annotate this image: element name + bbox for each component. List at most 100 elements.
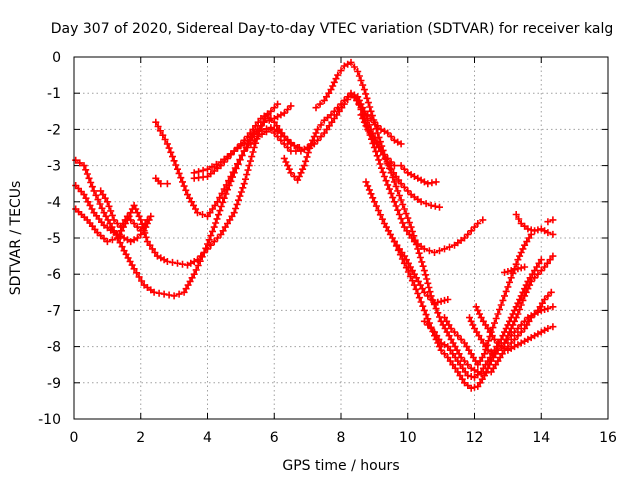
data-point — [329, 82, 337, 90]
data-point — [364, 99, 372, 107]
data-point — [314, 125, 322, 133]
data-point — [467, 227, 475, 235]
data-point — [414, 277, 422, 285]
data-point — [195, 168, 203, 176]
data-point — [214, 198, 221, 206]
data-point — [514, 256, 522, 264]
data-point — [116, 239, 124, 247]
data-point — [84, 198, 92, 206]
data-point — [535, 259, 543, 267]
data-point — [436, 343, 443, 351]
data-point — [224, 220, 231, 227]
data-point — [337, 67, 345, 75]
data-point — [517, 292, 525, 300]
data-point — [501, 292, 508, 300]
data-point — [244, 144, 251, 151]
data-point — [135, 212, 143, 220]
data-point — [435, 335, 443, 343]
data-point — [511, 335, 518, 343]
data-point — [443, 317, 451, 325]
data-point — [287, 102, 295, 110]
data-point — [141, 220, 149, 227]
data-point — [454, 357, 462, 365]
data-point — [488, 332, 496, 340]
data-point — [408, 277, 416, 285]
data-point — [519, 245, 527, 253]
data-point — [496, 306, 503, 313]
data-point — [307, 140, 315, 148]
data-point — [405, 219, 413, 227]
data-point — [404, 268, 412, 276]
data-point — [240, 147, 248, 155]
data-point — [420, 267, 428, 275]
data-point — [471, 383, 478, 391]
data-point — [362, 178, 370, 186]
data-point — [270, 118, 278, 126]
data-point — [502, 287, 510, 295]
data-point — [451, 364, 459, 372]
data-point — [232, 205, 240, 212]
data-point — [132, 205, 140, 213]
data-point — [309, 136, 317, 144]
data-point — [135, 273, 143, 281]
data-point — [117, 223, 125, 231]
data-point — [330, 107, 338, 115]
data-point — [494, 339, 502, 347]
data-point — [170, 292, 178, 300]
data-point — [437, 346, 445, 354]
data-point — [367, 115, 375, 122]
data-point — [549, 216, 557, 224]
data-point — [124, 254, 132, 262]
data-point — [364, 125, 372, 133]
data-point — [330, 115, 338, 122]
data-point — [169, 258, 176, 266]
data-point — [524, 225, 532, 233]
data-point — [85, 174, 93, 182]
data-point — [511, 306, 518, 314]
data-point — [216, 194, 224, 202]
data-point — [165, 144, 173, 152]
data-point — [549, 303, 557, 311]
data-point — [294, 144, 302, 151]
data-point — [172, 161, 180, 169]
data-point — [514, 332, 522, 340]
data-point — [143, 238, 151, 246]
data-point — [367, 107, 375, 115]
data-point — [107, 207, 115, 215]
data-point — [541, 296, 549, 303]
data-point — [432, 305, 440, 313]
data-point — [211, 201, 219, 209]
data-point — [384, 227, 392, 235]
data-point — [186, 277, 194, 285]
data-point — [415, 294, 423, 302]
data-point — [230, 209, 238, 217]
data-point — [449, 361, 457, 369]
data-point — [376, 138, 384, 146]
data-point — [477, 368, 485, 376]
data-point — [373, 152, 381, 160]
series-track-18 — [472, 303, 557, 354]
data-point — [365, 186, 373, 194]
data-point — [80, 191, 88, 199]
grid-lines — [74, 57, 608, 419]
data-point — [375, 156, 383, 164]
data-point — [234, 160, 241, 168]
data-point — [244, 133, 252, 141]
data-point — [382, 177, 390, 185]
data-point — [86, 201, 94, 209]
data-point — [424, 180, 432, 188]
data-point — [204, 245, 211, 253]
data-point — [222, 181, 230, 189]
data-point — [359, 115, 367, 122]
data-point — [270, 104, 278, 112]
data-point — [163, 180, 171, 188]
data-point — [138, 277, 146, 285]
data-point — [87, 179, 95, 186]
y-tick-label: -3 — [47, 159, 61, 175]
data-point — [370, 198, 378, 206]
data-point — [229, 168, 237, 176]
data-point — [130, 201, 138, 209]
data-point — [280, 133, 288, 141]
data-point — [300, 162, 308, 170]
data-point — [179, 260, 186, 268]
